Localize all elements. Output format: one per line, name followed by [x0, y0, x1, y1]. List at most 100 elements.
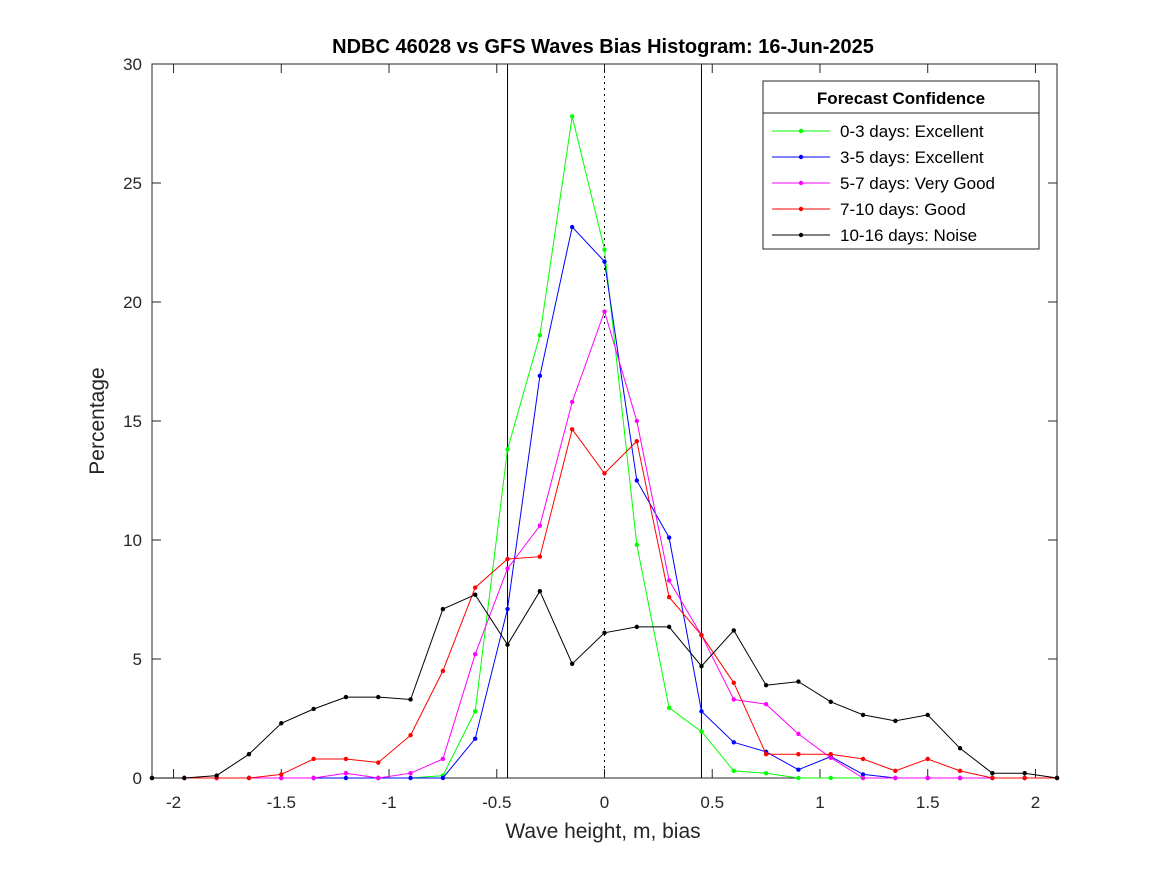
data-point: [569, 224, 575, 230]
data-point: [666, 535, 672, 540]
data-point: [893, 768, 898, 774]
data-point: [376, 694, 381, 700]
y-tick-label: 30: [123, 55, 142, 74]
legend-swatch-marker: [798, 154, 804, 160]
legend-swatch-marker: [798, 232, 804, 238]
data-point: [731, 697, 736, 702]
data-point: [731, 768, 736, 774]
data-point: [634, 439, 640, 444]
data-point: [1022, 771, 1027, 776]
x-tick-label: 2: [1031, 793, 1040, 812]
legend-entry: 10-16 days: Noise: [840, 226, 977, 245]
y-tick-label: 15: [123, 412, 142, 431]
y-axis-label: Percentage: [86, 367, 109, 474]
data-point: [505, 642, 510, 647]
data-point: [473, 709, 478, 714]
data-point: [246, 752, 252, 757]
data-point: [828, 752, 833, 757]
y-tick-label: 10: [123, 531, 142, 550]
chart-title: NDBC 46028 vs GFS Waves Bias Histogram: …: [332, 36, 874, 58]
data-point: [699, 709, 704, 714]
data-point: [796, 752, 801, 757]
legend-entry: 5-7 days: Very Good: [840, 174, 995, 193]
data-point: [182, 775, 187, 781]
data-point: [602, 247, 607, 252]
data-point: [214, 773, 219, 778]
data-point: [828, 775, 833, 781]
data-point: [343, 756, 349, 762]
data-point: [634, 624, 640, 630]
data-point: [990, 775, 995, 781]
data-point: [731, 628, 736, 633]
data-point: [279, 775, 284, 781]
data-point: [731, 680, 736, 685]
x-tick-label: -2: [166, 793, 181, 812]
legend-entry: 0-3 days: Excellent: [840, 122, 984, 141]
data-point: [602, 309, 607, 314]
data-point: [699, 633, 704, 638]
data-point: [666, 624, 672, 630]
data-point: [699, 663, 704, 669]
data-point: [925, 756, 930, 762]
data-point: [925, 775, 930, 781]
data-point: [666, 594, 672, 600]
legend-swatch-marker: [798, 180, 804, 186]
legend: Forecast Confidence 0-3 days: Excellent 3-…: [762, 80, 1040, 250]
data-point: [796, 767, 801, 772]
y-tick-label: 20: [123, 293, 142, 312]
data-point: [796, 731, 801, 737]
data-point: [440, 606, 446, 612]
data-point: [408, 732, 413, 738]
data-point: [311, 706, 316, 712]
data-point: [763, 682, 769, 688]
data-point: [1054, 775, 1060, 781]
data-point: [408, 775, 413, 781]
data-point: [763, 702, 769, 707]
data-point: [473, 592, 478, 597]
data-point: [569, 427, 575, 432]
data-point: [763, 752, 769, 757]
data-point: [957, 746, 963, 751]
data-point: [311, 775, 316, 781]
data-point: [505, 606, 510, 612]
y-tick-label: 25: [123, 174, 142, 193]
data-point: [569, 399, 575, 405]
data-point: [311, 756, 316, 762]
x-tick-label: 0.5: [700, 793, 724, 812]
data-point: [440, 668, 446, 674]
data-point: [279, 721, 284, 726]
data-point: [634, 478, 640, 483]
data-point: [505, 566, 510, 571]
data-point: [537, 588, 543, 594]
data-point: [537, 373, 543, 378]
data-point: [796, 775, 801, 781]
data-point: [376, 775, 381, 781]
data-point: [440, 756, 446, 762]
data-point: [860, 712, 866, 718]
x-tick-label: -0.5: [482, 793, 511, 812]
x-tick-label: -1: [381, 793, 396, 812]
data-point: [666, 578, 672, 583]
data-point: [537, 333, 543, 338]
data-point: [473, 585, 478, 590]
legend-title: Forecast Confidence: [817, 89, 985, 108]
data-point: [505, 556, 510, 562]
data-point: [408, 771, 413, 776]
data-point: [828, 699, 833, 705]
legend-entry: 7-10 days: Good: [840, 200, 966, 219]
data-point: [149, 775, 155, 781]
legend-swatch-marker: [798, 128, 804, 134]
legend-swatch-marker: [798, 206, 804, 212]
data-point: [731, 740, 736, 745]
data-point: [246, 775, 252, 781]
data-point: [440, 775, 446, 781]
data-point: [537, 554, 543, 559]
data-point: [990, 771, 995, 776]
data-point: [957, 768, 963, 774]
data-point: [860, 772, 866, 777]
data-point: [957, 775, 963, 781]
data-point: [602, 630, 607, 636]
y-tick-label: 0: [133, 769, 142, 788]
x-tick-label: 1: [815, 793, 824, 812]
